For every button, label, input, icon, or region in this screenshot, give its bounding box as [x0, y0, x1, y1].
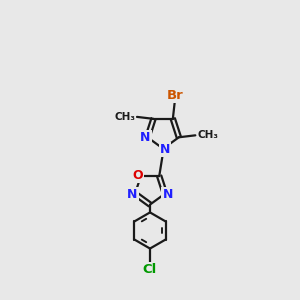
Text: N: N: [127, 188, 137, 201]
Text: CH₃: CH₃: [114, 112, 135, 122]
Text: CH₃: CH₃: [197, 130, 218, 140]
Text: N: N: [163, 188, 173, 201]
Text: N: N: [140, 131, 151, 144]
Text: O: O: [133, 169, 143, 182]
Text: Br: Br: [167, 89, 183, 102]
Text: N: N: [160, 142, 170, 156]
Text: Cl: Cl: [143, 263, 157, 276]
